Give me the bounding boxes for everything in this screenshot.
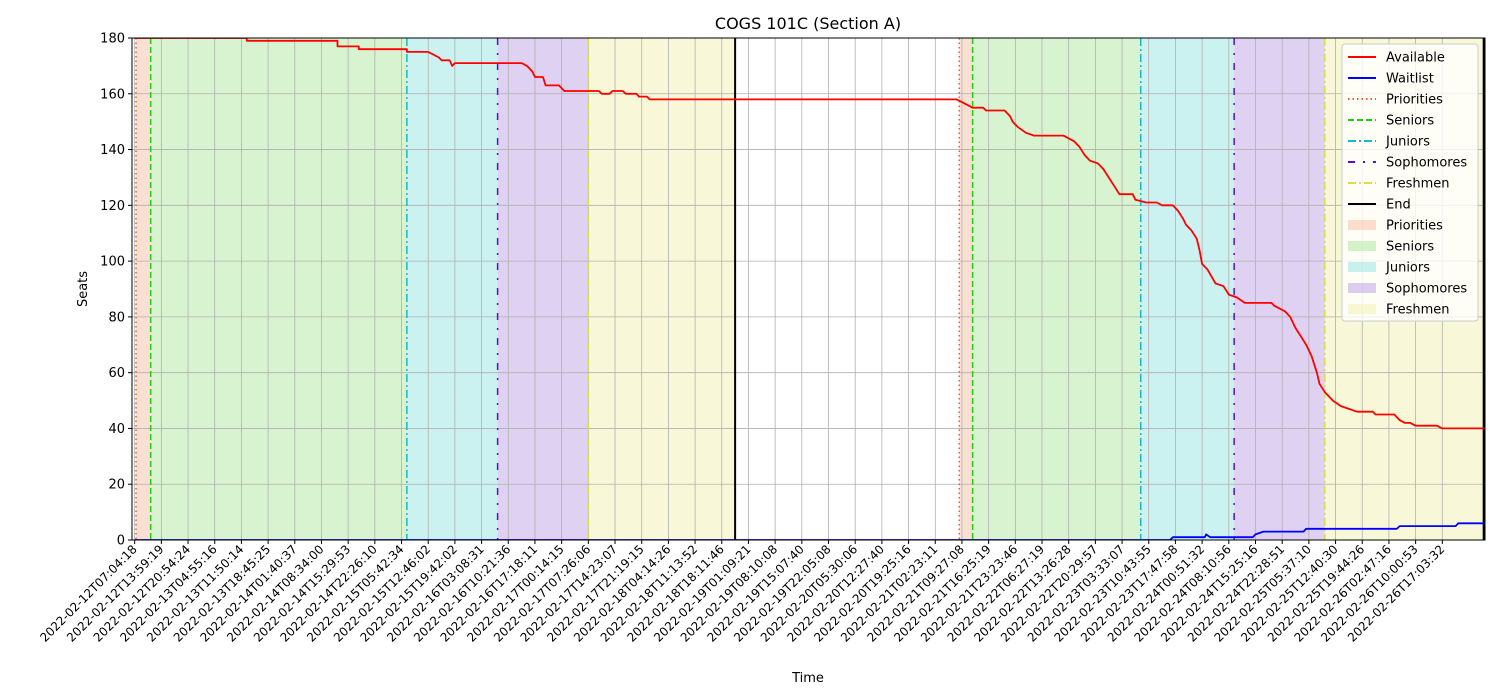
legend-label-priorities: Priorities — [1386, 93, 1443, 108]
legend-patch-freshmen — [1348, 304, 1376, 314]
y-tick-label: 0 — [117, 534, 125, 549]
legend-label-juniors: Juniors — [1385, 261, 1430, 276]
phase-band-priorities — [136, 38, 151, 540]
phase-band-juniors — [406, 38, 498, 540]
phase-band-freshmen — [588, 38, 736, 540]
phase-band-seniors — [972, 38, 1141, 540]
legend-label-seniors: Seniors — [1386, 240, 1434, 255]
legend-label-available: Available — [1386, 51, 1445, 66]
legend-box — [1341, 43, 1479, 322]
legend-label-priorities: Priorities — [1386, 219, 1443, 234]
phase-boundary-lines — [135, 38, 1485, 540]
y-tick-label: 60 — [108, 366, 125, 381]
phase-band-sophomores — [497, 38, 589, 540]
plot-frame — [131, 37, 1486, 541]
legend-label-freshmen: Freshmen — [1386, 303, 1450, 318]
grid-lines — [132, 37, 1485, 541]
x-axis: 2022-02-12T07:04:182022-02-12T13:59:1920… — [37, 540, 1447, 645]
phase-bands — [136, 38, 1484, 540]
legend-label-sophomores: Sophomores — [1386, 156, 1467, 171]
legend-label-end: End — [1386, 198, 1411, 213]
plot-area — [131, 37, 1486, 541]
phase-band-seniors — [150, 38, 407, 540]
phase-band-sophomores — [1234, 38, 1325, 540]
y-axis: 0 20 40 60 80 100 120 140 160 180 — [100, 32, 132, 549]
y-axis-label: Seats — [76, 271, 91, 307]
legend-patch-priorities — [1348, 220, 1376, 230]
y-tick-label: 40 — [108, 422, 125, 437]
y-tick-label: 180 — [100, 32, 125, 47]
y-tick-label: 100 — [100, 255, 125, 270]
phase-band-priorities — [959, 38, 973, 540]
legend-label-freshmen: Freshmen — [1386, 177, 1450, 192]
y-tick-label: 20 — [108, 478, 125, 493]
y-tick-label: 160 — [100, 87, 125, 102]
series-line-available — [134, 38, 1485, 430]
legend-label-sophomores: Sophomores — [1386, 282, 1467, 297]
legend-label-juniors: Juniors — [1385, 135, 1430, 150]
data-series — [134, 38, 1485, 540]
legend-patch-sophomores — [1348, 283, 1376, 293]
legend-label-seniors: Seniors — [1386, 114, 1434, 129]
y-tick-label: 140 — [100, 143, 125, 158]
chart-title: COGS 101C (Section A) — [715, 14, 901, 33]
phase-band-juniors — [1140, 38, 1235, 540]
x-axis-label: Time — [791, 671, 824, 686]
legend-label-waitlist: Waitlist — [1386, 72, 1434, 87]
legend-patch-seniors — [1348, 241, 1376, 251]
legend: Available Waitlist Priorities Seniors Junior… — [1341, 43, 1479, 322]
series-line-waitlist — [134, 522, 1485, 540]
y-tick-label: 120 — [100, 199, 125, 214]
y-tick-label: 80 — [108, 310, 125, 325]
legend-patch-juniors — [1348, 262, 1376, 272]
